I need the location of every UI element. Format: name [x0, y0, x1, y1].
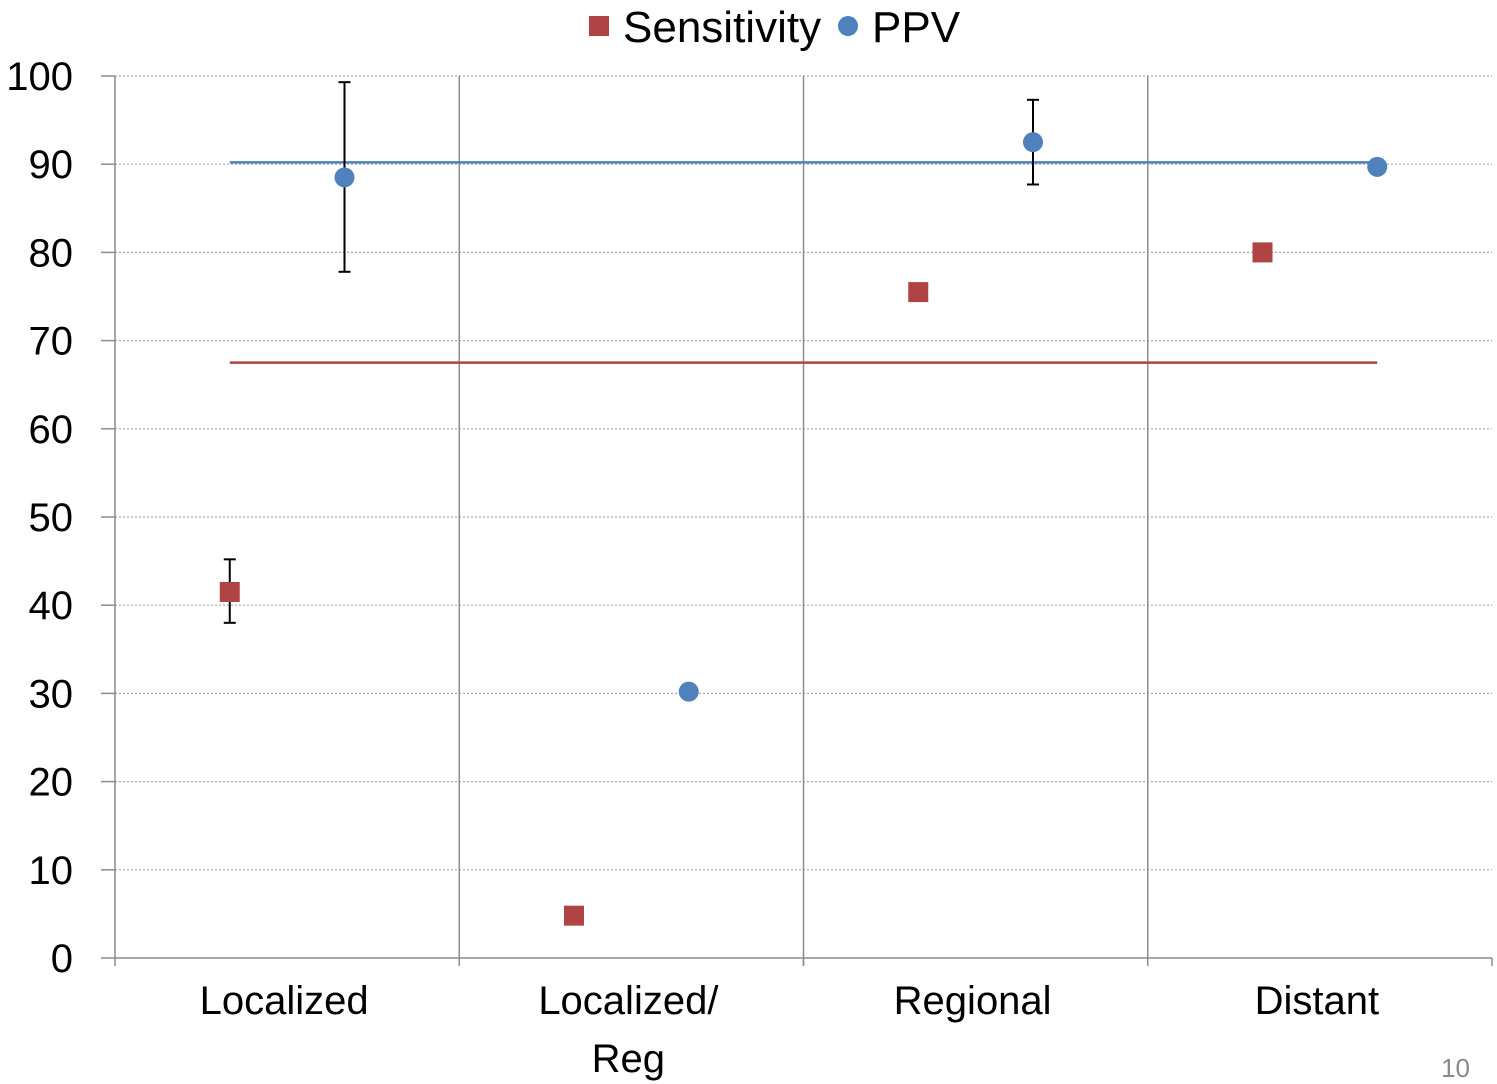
y-tick-labels: 0 10 20 30 40 50 60 70 80 90 100 — [6, 55, 73, 981]
y-tick-label: 40 — [29, 584, 74, 628]
sensitivity-point — [908, 282, 929, 303]
category-dividers — [458, 76, 1149, 966]
y-tick-label: 60 — [29, 408, 74, 452]
page-number: 10 — [1441, 1053, 1470, 1083]
y-tick-label: 80 — [29, 231, 74, 275]
axes — [101, 75, 1493, 966]
x-tick-labels: Localized Localized/Reg Regional Distant — [200, 979, 1380, 1081]
legend-marker-sensitivity — [589, 16, 609, 36]
ppv-point — [678, 681, 699, 702]
x-tick-label: Regional — [894, 979, 1052, 1023]
data-points — [219, 132, 1388, 926]
reference-lines — [229, 161, 1378, 364]
y-tick-label: 0 — [51, 937, 73, 981]
y-tick-label: 30 — [29, 672, 74, 716]
sensitivity-point — [219, 581, 240, 602]
sensitivity-point — [564, 905, 584, 926]
legend-label: Sensitivity — [623, 3, 821, 52]
sensitivity-point — [1252, 242, 1273, 263]
legend: Sensitivity PPV — [589, 3, 961, 52]
x-tick-label: Localized — [200, 979, 369, 1023]
x-tick-label: Distant — [1255, 979, 1380, 1023]
y-tick-label: 10 — [29, 849, 74, 893]
y-tick-label: 50 — [29, 496, 74, 540]
y-tick-label: 20 — [29, 761, 74, 805]
legend-label: PPV — [872, 3, 961, 52]
x-tick-label: Localized/ — [538, 979, 719, 1023]
ppv-point — [1023, 132, 1043, 153]
y-tick-label: 70 — [29, 320, 74, 364]
ppv-point — [1367, 156, 1388, 177]
y-tick-label: 100 — [6, 55, 73, 99]
x-tick-label: Reg — [592, 1037, 665, 1081]
legend-marker-ppv — [838, 16, 858, 36]
ppv-point — [334, 167, 355, 188]
y-tick-label: 90 — [29, 143, 74, 187]
